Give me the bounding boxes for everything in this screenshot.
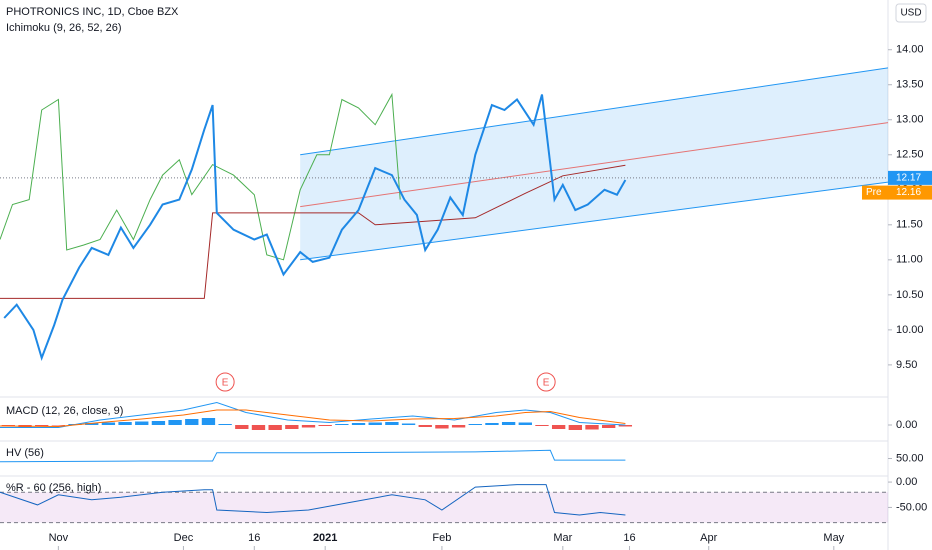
histogram-bar [468, 424, 482, 425]
histogram-bar [368, 422, 382, 425]
earnings-label: E [543, 378, 550, 389]
histogram-bar [118, 422, 132, 425]
price-tag [888, 170, 932, 185]
histogram-bar [201, 418, 216, 425]
series-line [0, 409, 626, 428]
y-tick-label: 11.50 [896, 219, 923, 231]
histogram-bar [51, 425, 66, 426]
x-tick-label: Feb [432, 532, 451, 544]
histogram-bar [435, 425, 449, 429]
pane-title: HV (56) [6, 447, 44, 459]
series-line [0, 449, 626, 463]
series-line [300, 122, 889, 208]
price-tag-value: 12.16 [896, 187, 921, 198]
currency[interactable]: USD [900, 8, 921, 19]
histogram-bar [602, 425, 616, 428]
histogram-bar [268, 425, 282, 430]
histogram-bar [451, 425, 466, 428]
histogram-bar [335, 424, 349, 425]
x-tick-label: Dec [174, 532, 194, 544]
y-tick-label: 0.00 [896, 476, 917, 488]
histogram-bar [235, 425, 249, 429]
histogram-bar [585, 425, 599, 430]
x-tick-label: Mar [553, 532, 572, 544]
histogram-bar [501, 422, 516, 425]
histogram-bar [135, 421, 149, 425]
currency-box[interactable] [895, 3, 927, 23]
earnings-marker [215, 372, 235, 392]
histogram-bar [385, 422, 399, 425]
histogram-bar [485, 423, 499, 425]
series-line [0, 92, 401, 261]
histogram-bar [218, 424, 232, 425]
band-fill [0, 492, 888, 523]
series-line [0, 484, 626, 516]
y-tick-label: 13.00 [896, 114, 924, 126]
y-tick-label: -50.00 [896, 501, 927, 513]
y-tick-label: 14.00 [896, 44, 924, 56]
earnings-label: E [222, 378, 229, 389]
series-line [0, 164, 626, 299]
histogram-bar [285, 425, 299, 429]
histogram-bar [551, 425, 566, 429]
chart-subtitle: Ichimoku (9, 26, 52, 26) [6, 22, 122, 34]
histogram-bar [518, 422, 532, 425]
x-tick-label: 16 [623, 532, 635, 544]
histogram-bar [185, 419, 199, 425]
x-tick-label: Apr [700, 532, 717, 544]
x-tick-label: 16 [248, 532, 260, 544]
histogram-bar [318, 425, 332, 426]
y-tick-label: 50.00 [896, 452, 924, 464]
histogram-bar [535, 425, 549, 426]
series-line [300, 181, 889, 261]
histogram-bar [401, 423, 416, 425]
histogram-bar [151, 421, 166, 425]
x-tick-label: 2021 [313, 532, 337, 544]
histogram-bar [618, 425, 633, 427]
histogram-bar [351, 423, 366, 425]
series-line [0, 401, 626, 428]
y-tick-label: 11.00 [896, 254, 923, 266]
y-tick-label: 0.00 [896, 419, 917, 431]
pane-title: MACD (12, 26, close, 9) [6, 405, 123, 417]
price-tag-value: 12.17 [896, 173, 921, 184]
earnings-marker [536, 372, 556, 392]
series-line [3, 94, 627, 362]
price-tag [862, 185, 932, 200]
histogram-bar [251, 425, 266, 430]
x-tick-label: Nov [49, 532, 69, 544]
y-tick-label: 12.50 [896, 149, 924, 161]
histogram-bar [301, 425, 316, 428]
y-tick-label: 10.00 [896, 324, 924, 336]
price-tag-label: Pre [866, 187, 882, 198]
histogram-bar [168, 420, 182, 425]
y-tick-label: 13.50 [896, 79, 924, 91]
channel-fill [300, 67, 888, 260]
histogram-bar [35, 425, 49, 427]
series-line [300, 67, 889, 156]
y-tick-label: 9.50 [896, 359, 917, 371]
pane-title: %R - 60 (256, high) [6, 482, 101, 494]
histogram-bar [418, 425, 432, 427]
x-tick-label: May [823, 532, 844, 544]
histogram-bar [85, 423, 99, 425]
histogram-bar [101, 422, 116, 425]
chart-title: PHOTRONICS INC, 1D, Cboe BZX [6, 6, 179, 18]
histogram-bar [568, 425, 582, 430]
y-tick-label: 10.50 [896, 289, 924, 301]
